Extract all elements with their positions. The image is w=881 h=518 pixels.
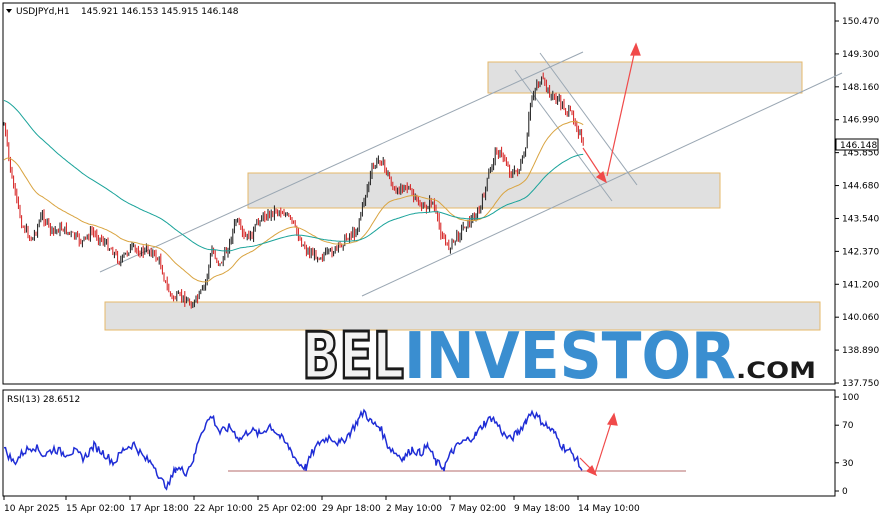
ma-fast-line [3,121,584,283]
rsi-panel [2,389,836,497]
rsi-up-arrow-line [594,419,613,474]
rsi-title: RSI(13) 28.6512 [7,395,80,405]
price-tick-label: 150.470 [842,17,879,27]
time-tick-label: 17 Apr 18:00 [130,504,189,514]
collapse-triangle-icon[interactable] [6,9,12,13]
current-price-box [835,138,879,151]
rsi-tick-label: 30 [842,459,854,469]
time-tick-label: 2 May 10:00 [386,504,442,514]
watermark: BEL INVESTOR .COM [301,319,817,396]
down-arrow-head [595,170,607,184]
time-tick-label: 22 Apr 10:00 [194,504,253,514]
rsi-up-arrow-head [607,412,618,426]
resistance-zone [487,61,803,94]
ma-slow-line [3,99,584,252]
up-arrow-line [606,49,636,177]
up-arrow-head [630,42,641,56]
candlesticks [3,72,584,309]
support-resistance-zones [104,61,821,331]
price-tick-label: 148.160 [842,83,879,93]
price-axis: 150.470 149.300 148.160 146.990 145.850 144.6… [835,17,879,389]
channel-lower [361,72,843,297]
downchannel-upper [539,52,638,186]
time-tick-label: 29 Apr 18:00 [322,504,381,514]
price-tick-label: 146.990 [842,116,879,126]
price-tick-label: 140.060 [842,313,879,323]
watermark-com: .COM [736,359,816,384]
price-tick-label: 142.370 [842,247,879,257]
time-tick-label: 10 Apr 2025 [4,504,60,514]
time-tick-label: 15 Apr 02:00 [66,504,125,514]
forecast-arrows [582,42,641,184]
time-tick-label: 7 May 02:00 [450,504,506,514]
price-tick-label: 138.890 [842,346,879,356]
middle-zone [247,172,721,209]
price-tick-label: 137.750 [842,379,879,389]
rsi-axis: 100 70 30 0 [835,393,859,497]
current-price-label: 146.148 [840,141,877,151]
price-tick-label: 141.200 [842,280,879,290]
support-zone [104,301,821,331]
time-tick-label: 9 May 18:00 [514,504,570,514]
ohlc-readout: 145.921 146.153 145.915 146.148 [81,7,239,17]
trend-channels [99,51,843,297]
downchannel-lower [514,69,613,202]
price-tick-label: 149.300 [842,50,879,60]
rsi-down-arrow-head [585,464,598,477]
symbol-label: USDJPYd,H1 [16,7,70,17]
rsi-line [3,408,583,491]
rsi-tick-label: 70 [842,421,854,431]
watermark-bel: BEL [302,320,404,394]
channel-upper [99,51,584,273]
time-axis: 10 Apr 2025 15 Apr 02:00 17 Apr 18:00 22 Ap… [3,496,640,514]
price-tick-label: 144.680 [842,182,879,192]
price-tick-label: 143.540 [842,214,879,224]
time-tick-label: 25 Apr 02:00 [258,504,317,514]
rsi-arrows [579,412,618,477]
rsi-tick-label: 100 [842,393,859,403]
price-tick-label: 145.850 [842,149,879,159]
watermark-investor: INVESTOR [404,320,736,394]
time-tick-label: 14 May 10:00 [578,504,640,514]
rsi-tick-label: 0 [842,487,848,497]
